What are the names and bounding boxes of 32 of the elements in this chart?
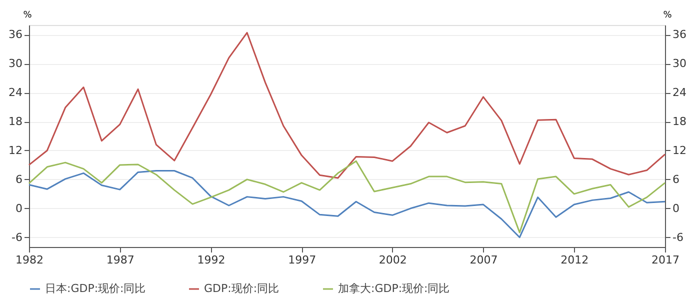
y-tick-label: 36 — [8, 28, 22, 42]
y-tick-label: 6 — [16, 172, 22, 186]
y-axis-title: % — [23, 10, 32, 20]
y2-tick-label: 24 — [672, 86, 686, 100]
x-tick-label: 1992 — [197, 254, 226, 266]
y-tick-label: 24 — [8, 86, 22, 100]
line-series — [28, 170, 666, 238]
x-tick-label: 2017 — [652, 254, 680, 266]
y2-tick-label: -6 — [672, 230, 684, 244]
x-tick-label: 2002 — [378, 254, 407, 266]
x-tick-label: 1982 — [16, 254, 44, 266]
y2-axis-title: % — [663, 10, 672, 20]
y-tick-label: -6 — [12, 230, 22, 244]
y2-tick-label: 0 — [672, 202, 680, 215]
x-tick-label: 1997 — [288, 254, 316, 266]
y2-tick-label: 36 — [672, 28, 686, 42]
y2-tick-label: 6 — [672, 172, 680, 186]
y2-tick-label: 30 — [672, 57, 686, 70]
x-tick-label: 2012 — [560, 254, 589, 266]
y-tick-label: 18 — [8, 115, 22, 128]
x-tick-label: 2007 — [470, 254, 498, 266]
y-tick-label: 0 — [16, 202, 22, 215]
legend-label: 日本:GDP:现价:同比 — [45, 282, 146, 295]
y-tick-label: 12 — [8, 144, 22, 157]
legend-label: GDP:现价:同比 — [204, 282, 280, 295]
y2-tick-label: 18 — [672, 115, 686, 128]
legend-label: 加拿大:GDP:现价:同比 — [338, 282, 450, 295]
y2-tick-label: 12 — [672, 144, 686, 157]
x-tick-label: 1987 — [106, 254, 134, 266]
y-tick-label: 30 — [8, 57, 22, 70]
line-series — [28, 160, 666, 234]
line-series — [28, 32, 666, 179]
